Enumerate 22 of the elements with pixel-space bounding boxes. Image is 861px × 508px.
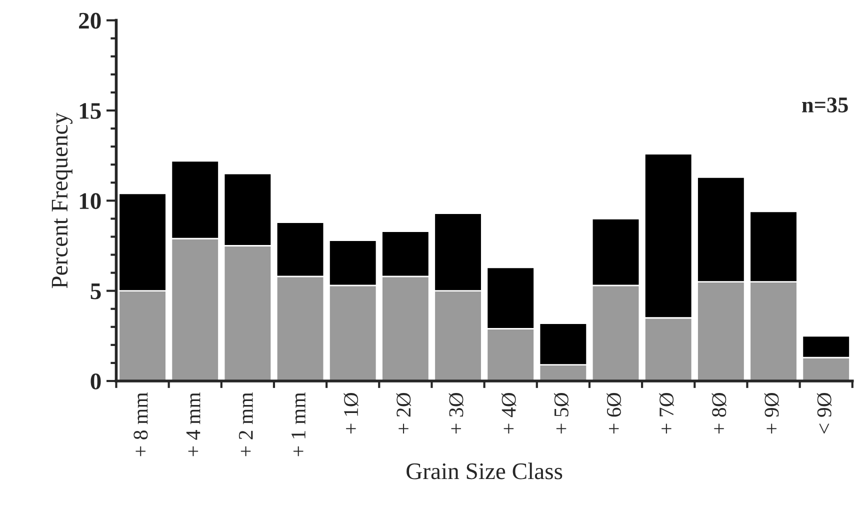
x-tick-label: + 4 mm [186,392,200,456]
y-axis-title: Percent Frequency [52,112,72,288]
y-tick-label: 20 [79,12,101,29]
y-tick-label: 5 [90,284,101,300]
x-tick-label: < 9Ø [816,392,832,434]
x-tick-label: + 8Ø [712,392,727,434]
annotation: n=35 [802,98,848,112]
y-tick-label: 10 [80,193,101,210]
x-tick-label: + 1 mm [292,392,306,456]
x-tick-label: + 2 mm [238,392,253,456]
x-tick-label: + 8 mm [134,392,148,456]
x-tick-label: + 4Ø [501,392,516,434]
x-tick-label: + 6Ø [606,392,622,434]
y-tick-label: 0 [90,373,101,390]
x-axis-title: Grain Size Class [406,462,562,480]
x-tick-label: + 5Ø [554,392,569,434]
x-tick-label: + 9Ø [764,392,780,434]
x-tick-label: + 2Ø [396,392,412,434]
x-tick-label: + 3Ø [448,392,464,434]
x-tick-label: + 7Ø [659,392,674,434]
x-tick-label: + 1Ø [344,392,358,434]
y-tick-label: 15 [80,103,101,119]
